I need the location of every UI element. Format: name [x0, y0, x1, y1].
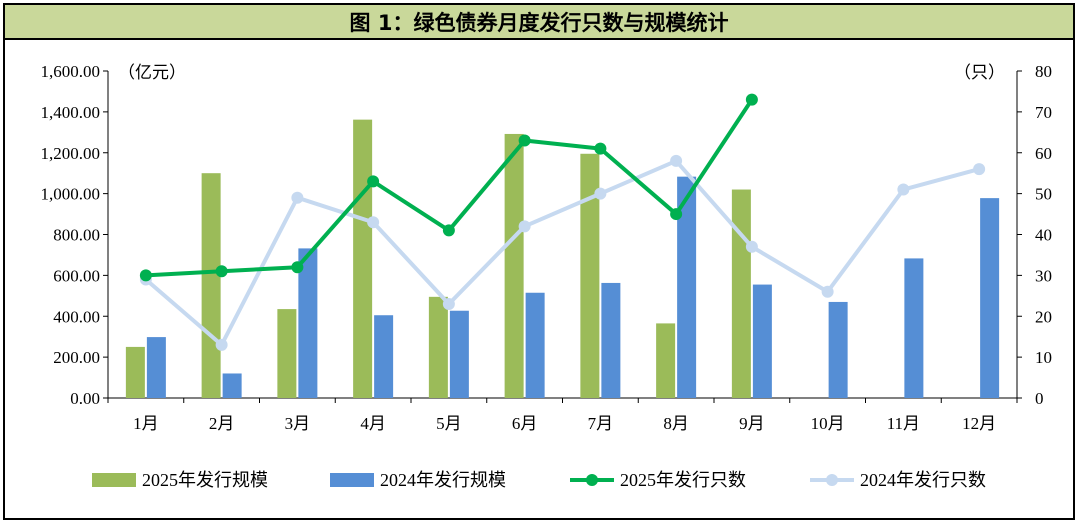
legend-swatch-point [826, 474, 838, 486]
series-line [144, 158, 980, 347]
chart-lines [139, 93, 986, 351]
x-tick-label: 4月 [360, 414, 386, 433]
series-point [594, 142, 607, 155]
bar [374, 315, 394, 398]
x-tick-label: 3月 [285, 414, 311, 433]
bar [201, 173, 221, 398]
chart-axes: 0.00 200.00 400.00 600.00 800.00 1,000.00 1,20… [41, 62, 1053, 433]
x-tick-label: 12月 [962, 414, 996, 433]
x-tick-label: 10月 [811, 414, 845, 433]
chart-title: 图 1：绿色债券月度发行只数与规模统计 [349, 10, 729, 35]
chart-title-bar: 图 1：绿色债券月度发行只数与规模统计 [5, 5, 1073, 40]
series-point [367, 216, 380, 229]
bar [449, 310, 469, 398]
right-tick-label: 30 [1035, 266, 1052, 285]
left-tick-label: 0.00 [70, 389, 100, 408]
bar [353, 119, 373, 399]
series-point [291, 261, 304, 274]
series-point [367, 175, 380, 188]
series-point [745, 93, 758, 106]
legend-label: 2024年发行规模 [380, 470, 506, 490]
left-tick-label: 600.00 [53, 266, 100, 285]
series-point [821, 285, 834, 298]
left-tick-label: 200.00 [53, 348, 100, 367]
left-tick-label: 1,000.00 [41, 185, 101, 204]
chart-legend: 2025年发行规模 2024年发行规模 2025年发行只数 2024年发行只数 [92, 470, 986, 490]
legend-label: 2025年发行规模 [142, 470, 268, 490]
bar [580, 153, 600, 398]
bar [656, 323, 676, 398]
series-point [594, 187, 607, 200]
left-axis-unit: （亿元） [118, 63, 186, 82]
x-tick-label: 5月 [436, 414, 462, 433]
left-tick-label: 800.00 [53, 226, 100, 245]
bar [146, 337, 166, 398]
x-tick-label: 6月 [512, 414, 538, 433]
series-point [670, 154, 683, 167]
right-tick-label: 0 [1035, 389, 1044, 408]
right-tick-label: 50 [1035, 185, 1052, 204]
right-tick-label: 80 [1035, 62, 1052, 81]
right-tick-label: 10 [1035, 348, 1052, 367]
series-point [291, 191, 304, 204]
legend-swatch [92, 473, 136, 487]
left-tick-label: 1,600.00 [41, 62, 101, 81]
bar [677, 176, 697, 398]
bar [980, 198, 1000, 398]
bar [298, 248, 318, 398]
bar [222, 373, 242, 398]
bar [904, 258, 924, 398]
bar [731, 189, 751, 398]
bar [125, 346, 145, 398]
x-tick-label: 2月 [209, 414, 235, 433]
series-point [442, 224, 455, 237]
chart-frame: 图 1：绿色债券月度发行只数与规模统计 [3, 3, 1075, 520]
series-point [518, 220, 531, 233]
bar [428, 296, 448, 398]
x-tick-label: 7月 [588, 414, 614, 433]
left-tick-label: 1,200.00 [41, 144, 101, 163]
legend-swatch-point [586, 474, 598, 486]
bar [525, 292, 545, 398]
legend-swatch [330, 473, 374, 487]
series-point [215, 338, 228, 351]
series-line [145, 98, 754, 278]
right-tick-label: 40 [1035, 226, 1052, 245]
x-tick-label: 8月 [663, 414, 689, 433]
series-point [442, 297, 455, 310]
right-axis-unit: （只） [954, 63, 1005, 82]
bar [277, 309, 297, 398]
x-tick-label: 9月 [739, 414, 765, 433]
right-tick-label: 60 [1035, 144, 1052, 163]
series-point [745, 240, 758, 253]
chart-bars [125, 119, 1000, 399]
series-point [139, 269, 152, 282]
right-tick-label: 20 [1035, 307, 1052, 326]
right-tick-label: 70 [1035, 103, 1052, 122]
bar [504, 133, 524, 398]
series-point [973, 163, 986, 176]
series-point [670, 208, 683, 221]
x-tick-label: 11月 [887, 414, 920, 433]
legend-label: 2024年发行只数 [860, 470, 986, 490]
bar [752, 284, 772, 398]
legend-label: 2025年发行只数 [620, 470, 746, 490]
left-tick-label: 1,400.00 [41, 103, 101, 122]
left-tick-label: 400.00 [53, 307, 100, 326]
bar [828, 301, 848, 398]
bar [601, 282, 621, 398]
series-point [897, 183, 910, 196]
x-tick-label: 1月 [133, 414, 159, 433]
series-point [215, 265, 228, 278]
series-point [518, 134, 531, 147]
